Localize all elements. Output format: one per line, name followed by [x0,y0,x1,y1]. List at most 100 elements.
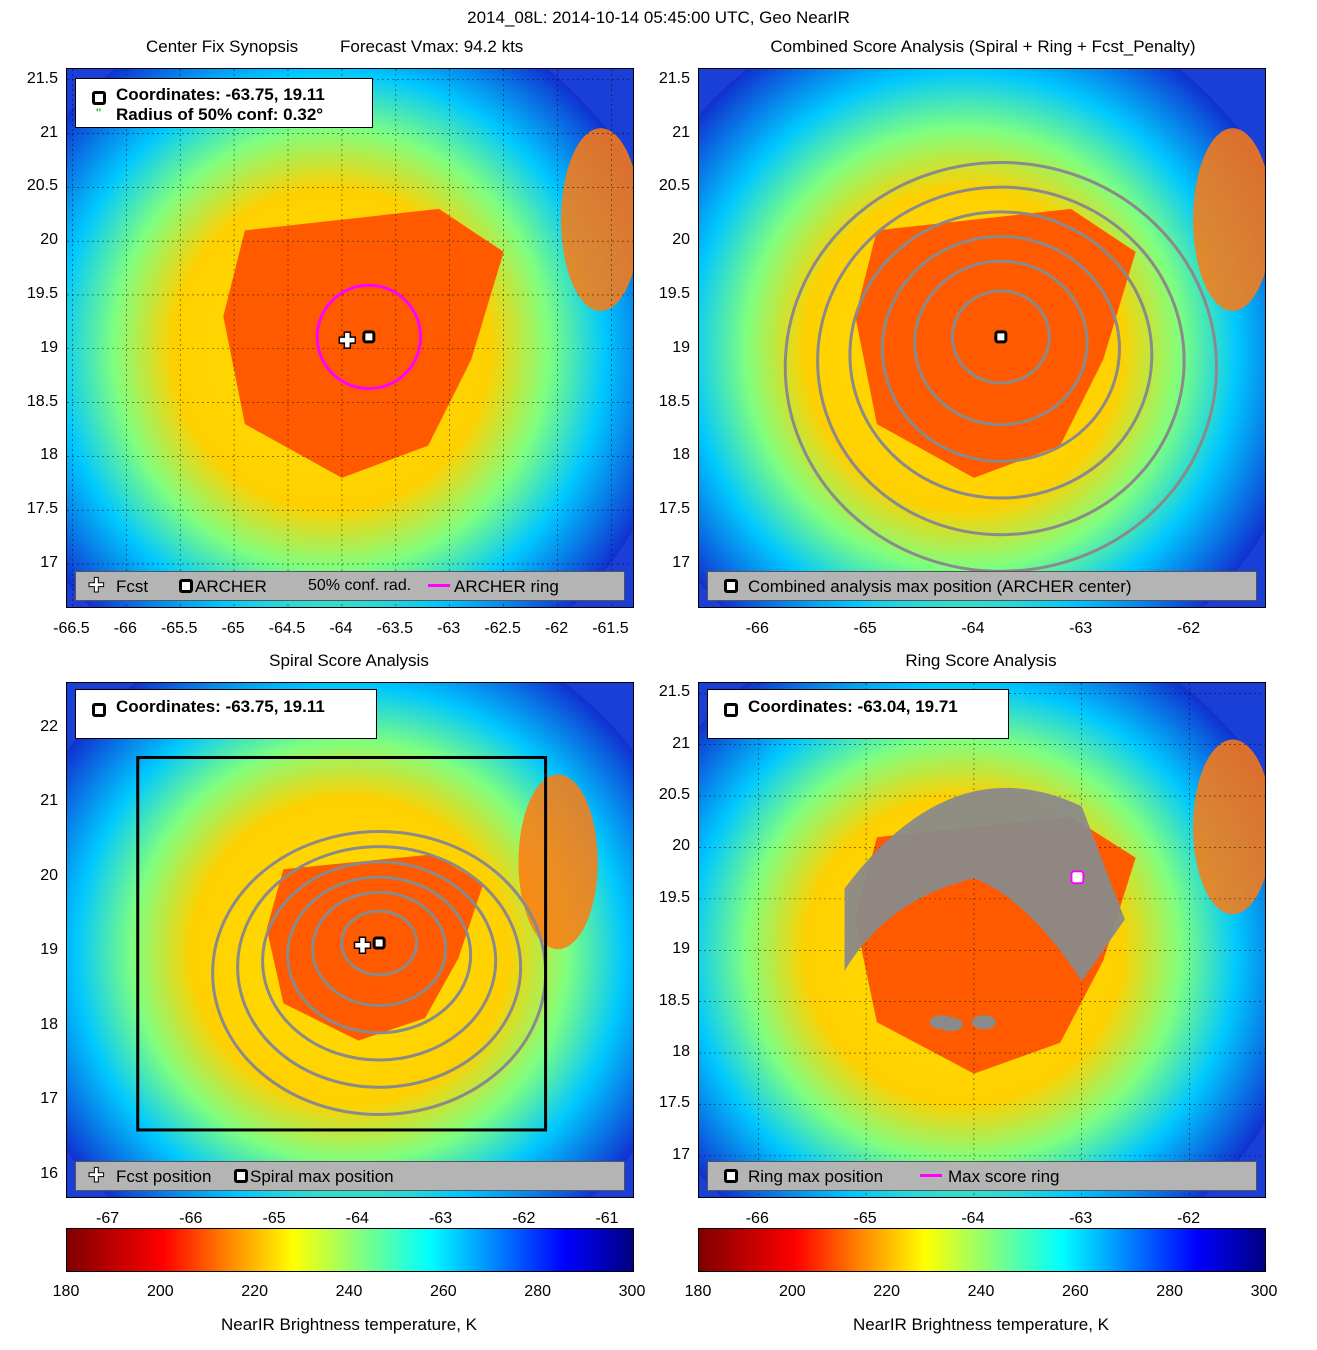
colorbar-tick-label: 300 [1250,1283,1278,1300]
search-box [136,755,548,1132]
colorbar-tick-label: 240 [335,1283,363,1300]
score-contour [816,185,1186,537]
figure-title: 2014_08L: 2014-10-14 05:45:00 UTC, Geo N… [467,8,850,27]
y-tick-label: 20.5 [26,177,58,195]
cold-core [855,208,1136,478]
legend-archer: ARCHER [195,577,267,596]
panel1-plot: Coordinates: -63.75, 19.11 '' Radius of … [66,68,634,608]
outer-band [518,774,598,950]
panel1-infobox: Coordinates: -63.75, 19.11 '' Radius of … [75,78,373,128]
x-tick-label: -66.5 [53,620,90,637]
y-tick-label: 19.5 [658,888,690,906]
forecast-marker [338,331,357,349]
score-contour [236,845,523,1089]
y-tick-label: 21 [672,123,690,141]
panel4-legend: Ring max position Max score ring [707,1161,1257,1191]
spiral-marker-icon [92,702,106,717]
legend-ring-swatch [428,584,450,587]
y-tick-label: 18 [40,1015,58,1033]
y-tick-label: 19 [672,338,690,356]
y-tick-label: 17 [672,1145,690,1163]
legend-archer-icon [179,579,193,593]
max-position-marker [994,330,1008,344]
score-contour [311,890,448,1008]
forecast-marker [353,936,372,954]
x-tick-label: -65 [221,620,245,637]
y-tick-label: 20 [672,231,690,249]
y-tick-label: 21.5 [658,683,690,701]
x-tick-label: -62 [1176,1210,1201,1227]
legend-combined-icon [724,579,738,593]
legend-max-ring-swatch [920,1174,942,1177]
ring-score-blob [938,1017,963,1032]
panel2-plot: Combined analysis max position (ARCHER c… [698,68,1266,608]
colorbar-left-label: NearIR Brightness temperature, K [220,1315,478,1334]
archer-marker-icon [92,90,106,105]
y-tick-label: 19 [672,940,690,958]
x-tick-label: -63 [428,1210,453,1227]
y-tick-label: 18.5 [658,991,690,1009]
x-tick-label: -65.5 [160,620,198,637]
conf-radius-icon: '' [96,107,102,119]
x-tick-label: -64 [961,620,985,637]
panel3-plot: Coordinates: -63.75, 19.11 ✚ Fcst positi… [66,682,634,1198]
colorbar-tick-label: 180 [52,1283,80,1300]
y-tick-label: 21.5 [26,69,58,87]
score-contour [286,875,473,1035]
y-tick-label: 17.5 [658,1094,690,1112]
x-tick-label: -64.5 [268,620,306,637]
colorbar-tick-label: 260 [429,1283,457,1300]
x-tick-label: -62 [512,1210,536,1227]
x-tick-label: -62.5 [484,620,521,637]
panel1-heatmap [67,69,633,607]
x-tick-label: -65 [262,1210,286,1227]
panel3-coordinates: Coordinates: -63.75, 19.11 [116,697,325,716]
colorbar-right [698,1228,1266,1272]
y-tick-label: 17.5 [26,500,58,518]
legend-combined: Combined analysis max position (ARCHER c… [748,577,1132,596]
colorbar-tick-label: 200 [146,1283,174,1300]
panel4-title: Ring Score Analysis [905,651,1057,670]
score-contour [261,860,498,1062]
x-tick-label: -66 [113,620,137,637]
archer-ring [315,283,423,391]
x-tick-label: -62 [1176,620,1201,637]
panel3-legend: ✚ Fcst position Spiral max position [75,1161,625,1191]
score-contour [880,234,1121,463]
y-tick-label: 20.5 [658,177,690,195]
score-contour [340,909,419,977]
x-tick-label: -64 [961,1210,985,1227]
outer-band [1193,128,1265,312]
colorbar-tick-label: 180 [684,1283,712,1300]
max-position-marker [362,330,376,344]
colorbar-left [66,1228,634,1272]
panel3-infobox: Coordinates: -63.75, 19.11 [75,689,377,739]
colorbar-tick-label: 220 [873,1283,901,1300]
x-tick-label: -62 [544,620,569,637]
legend-ring-max: Ring max position [748,1167,884,1186]
colorbar-tick-label: 240 [967,1283,995,1300]
y-tick-label: 20 [40,231,58,249]
x-tick-label: -65 [853,620,877,637]
x-tick-label: -63 [1069,1210,1093,1227]
x-tick-label: -66 [745,620,769,637]
colorbar-tick-label: 280 [1156,1283,1184,1300]
y-tick-label: 21.5 [658,69,690,87]
panel1-title: Center Fix Synopsis [146,37,299,56]
panel3-title: Spiral Score Analysis [269,651,429,670]
y-tick-label: 19.5 [658,284,690,302]
y-tick-label: 22 [40,717,58,735]
y-tick-label: 18.5 [26,392,58,410]
ring-score-region [844,787,1125,982]
score-contour [950,289,1051,385]
outer-band [1193,739,1265,915]
colorbar-tick-label: 260 [1061,1283,1089,1300]
panel1-legend: ✚ Fcst ARCHER 50% conf. rad. ARCHER ring [75,571,625,601]
legend-spiral-max: Spiral max position [250,1167,394,1186]
cold-core [223,208,504,478]
panel1-coordinates: Coordinates: -63.75, 19.11 [116,85,325,104]
y-tick-label: 17 [40,553,58,571]
colorbar-tick-label: 220 [241,1283,269,1300]
y-tick-label: 18 [672,1043,690,1061]
fcst-position-cross-icon: ✚ [88,1165,106,1187]
